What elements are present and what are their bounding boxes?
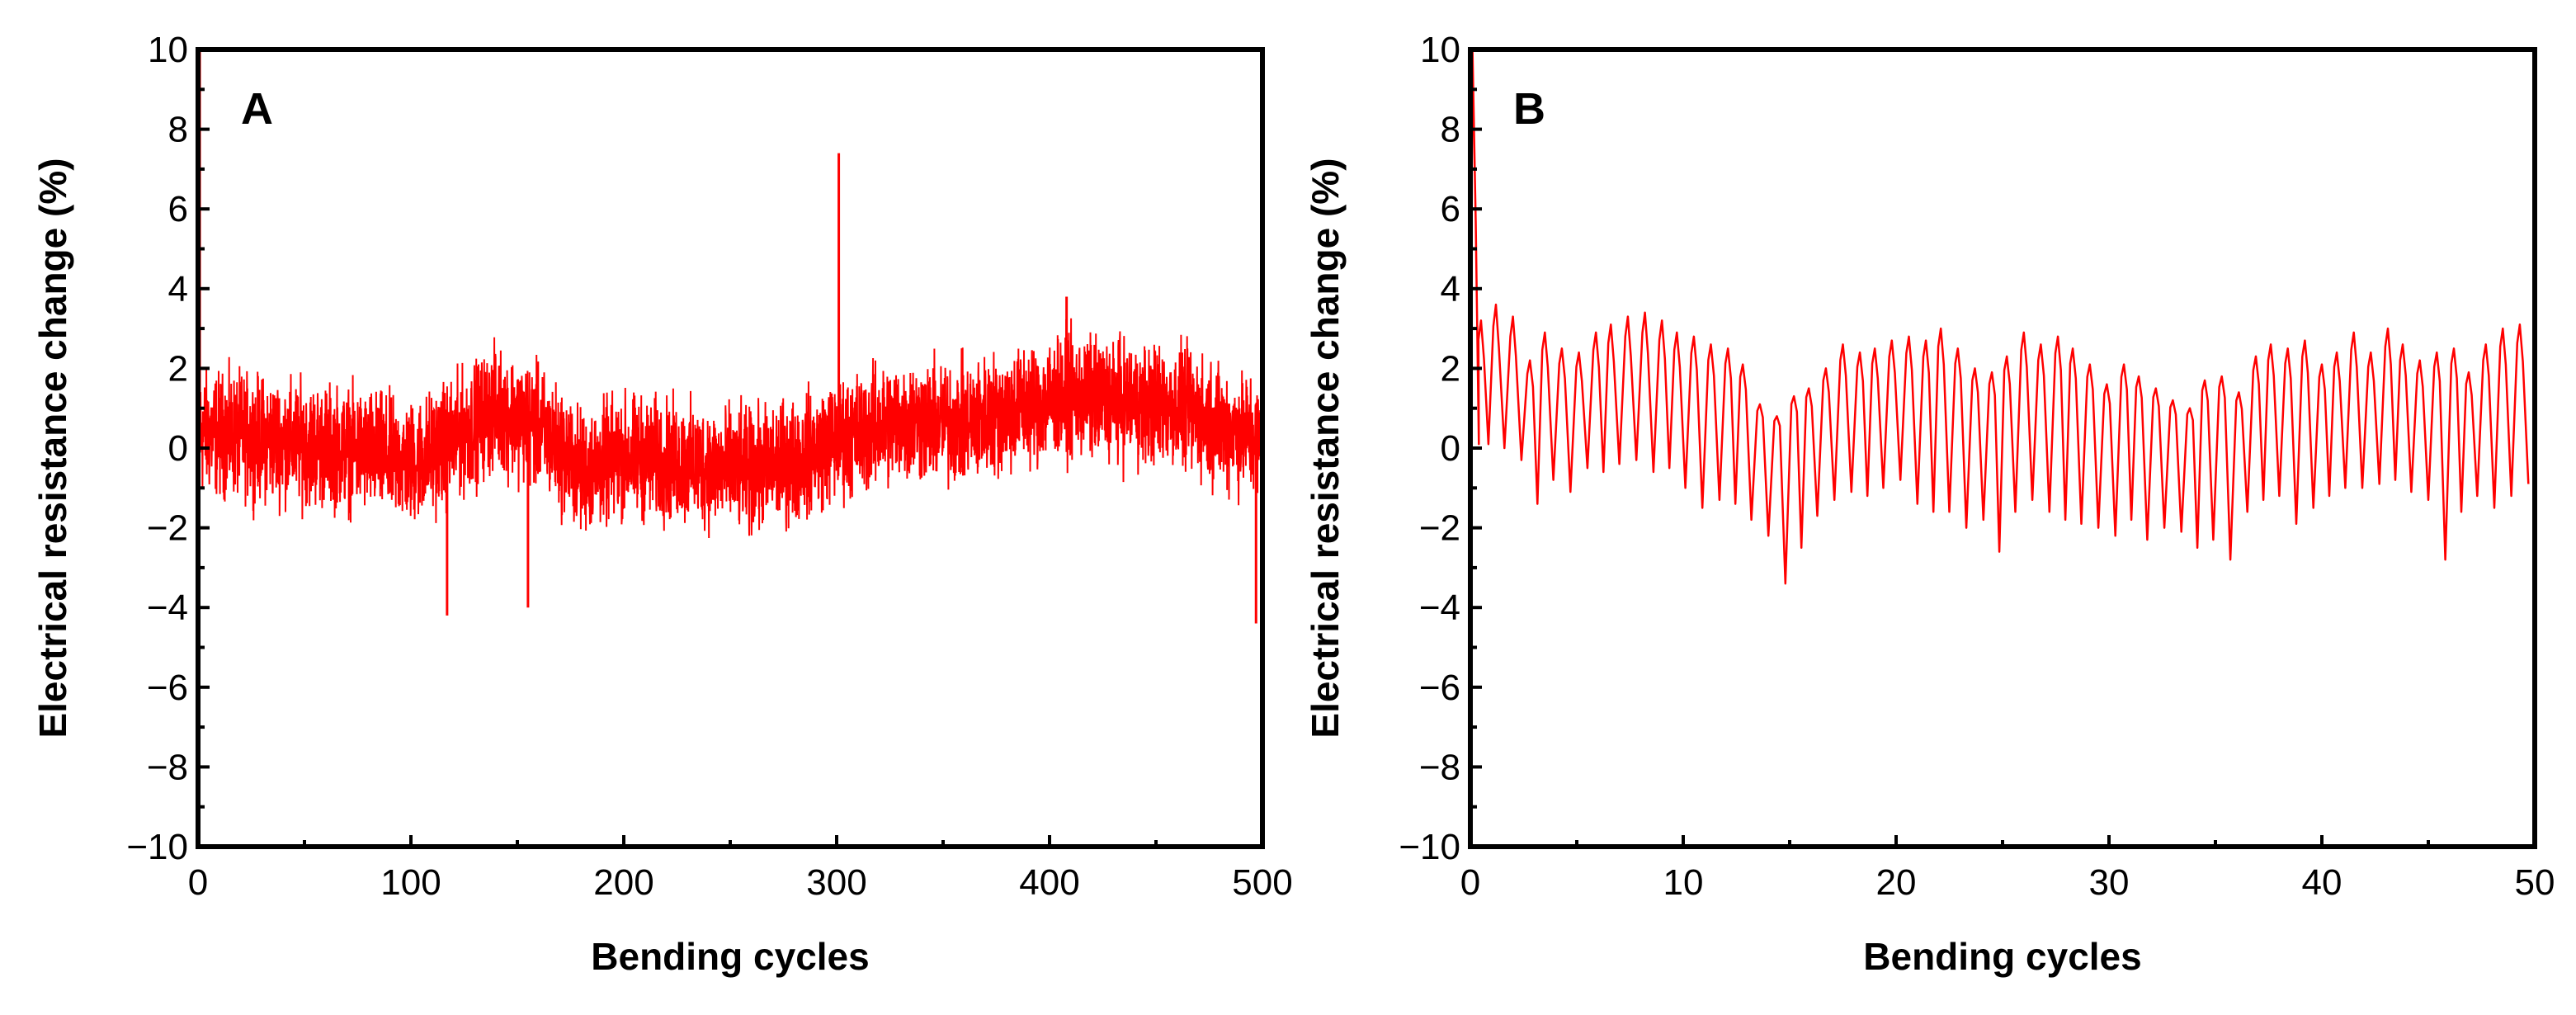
panel-b-ticks: −10 −8 −6 −4 −2 0 2 4 6 8 10 0 10 20 30 40 50 (1399, 30, 2555, 903)
series-a-trace (198, 50, 1262, 624)
y-tick-label: −8 (1419, 747, 1460, 787)
y-tick-label: 6 (1441, 189, 1460, 229)
y-tick-label: 8 (168, 110, 188, 150)
x-tick-label: 0 (1460, 862, 1480, 903)
y-tick-label: −8 (147, 747, 188, 787)
chart-panel-b: −10 −8 −6 −4 −2 0 2 4 6 8 10 0 10 20 30 40 50 B Bending … (1304, 30, 2555, 978)
x-tick-label: 30 (2089, 862, 2130, 903)
panel-a-label: A (241, 84, 273, 134)
series-b-line (1470, 50, 2530, 585)
panel-a-x-axis-label: Bending cycles (591, 935, 869, 978)
y-tick-label: 2 (1441, 348, 1460, 389)
y-tick-label: −6 (147, 668, 188, 708)
x-tick-label: 20 (1876, 862, 1917, 903)
y-tick-label: 10 (148, 30, 188, 70)
y-tick-label: 8 (1441, 110, 1460, 150)
x-tick-label: 10 (1663, 862, 1704, 903)
y-tick-label: −4 (1419, 588, 1460, 628)
y-tick-label: −10 (126, 827, 188, 867)
series-a-line (198, 318, 1262, 539)
panel-a-y-axis-label: Electrical resistance change (%) (31, 158, 74, 738)
x-tick-label: 300 (806, 862, 866, 903)
panel-a-plot-frame (196, 47, 1265, 849)
y-tick-label: 10 (1420, 30, 1460, 70)
x-tick-label: 400 (1019, 862, 1079, 903)
y-tick-label: −2 (1419, 508, 1460, 549)
x-tick-label: 500 (1232, 862, 1292, 903)
panel-b-plot-frame (1468, 47, 2537, 849)
x-tick-label: 50 (2515, 862, 2555, 903)
y-tick-label: −2 (147, 508, 188, 549)
y-tick-label: 0 (168, 428, 188, 469)
y-tick-label: 4 (1441, 269, 1460, 309)
x-tick-label: 0 (188, 862, 208, 903)
y-tick-label: 2 (168, 348, 188, 389)
y-tick-label: −6 (1419, 668, 1460, 708)
y-tick-label: 0 (1441, 428, 1460, 469)
y-tick-label: −4 (147, 588, 188, 628)
panel-b-label: B (1513, 84, 1545, 134)
series-b-trace (1470, 50, 2530, 585)
x-tick-label: 100 (380, 862, 441, 903)
y-tick-label: 6 (168, 189, 188, 229)
y-tick-label: 4 (168, 269, 188, 309)
panel-b-y-axis-label: Electrical resistance change (%) (1304, 158, 1347, 738)
y-tick-label: −10 (1399, 827, 1460, 867)
x-tick-label: 200 (593, 862, 653, 903)
x-tick-label: 40 (2302, 862, 2342, 903)
panel-b-x-axis-label: Bending cycles (1863, 935, 2141, 978)
